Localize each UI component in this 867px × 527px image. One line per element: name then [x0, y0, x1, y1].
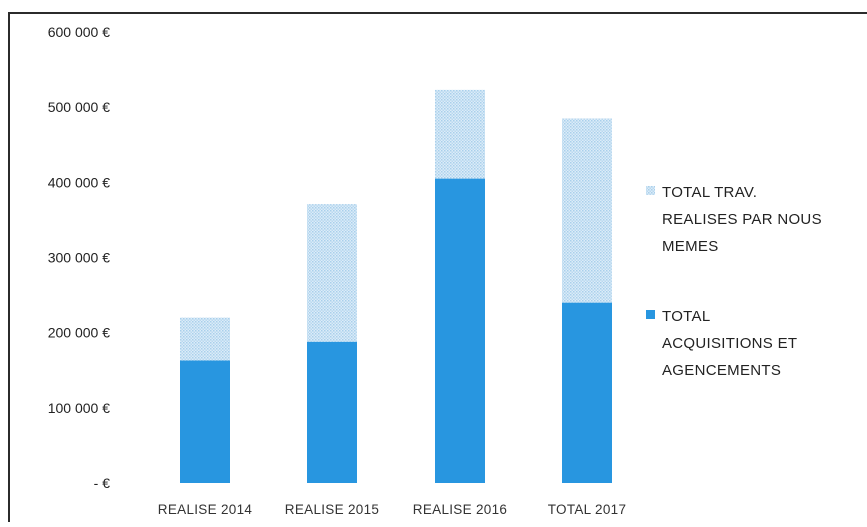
- bar-segment-acquisitions: [180, 360, 230, 483]
- legend-label: MEMES: [662, 238, 719, 255]
- x-tick-label: TOTAL 2017: [548, 502, 627, 517]
- legend-swatch: [646, 310, 655, 319]
- bars: [180, 89, 612, 483]
- y-tick-label: 100 000 €: [48, 400, 110, 416]
- y-tick-label: 300 000 €: [48, 250, 110, 266]
- bar-segment-travaux: [562, 118, 612, 303]
- y-tick-label: 600 000 €: [48, 24, 110, 40]
- bar-segment-travaux: [307, 204, 357, 342]
- bar-segment-travaux: [180, 317, 230, 361]
- x-axis: REALISE 2014 REALISE 2015 REALISE 2016 TOTA…: [158, 502, 626, 517]
- legend-label: TOTAL: [662, 308, 710, 325]
- bar-segment-acquisitions: [435, 178, 485, 483]
- legend-label: AGENCEMENTS: [662, 362, 781, 379]
- x-tick-label: REALISE 2016: [413, 502, 507, 517]
- y-tick-label: 500 000 €: [48, 99, 110, 115]
- legend: TOTAL TRAV. REALISES PAR NOUS MEMES TOTAL AC…: [646, 184, 822, 379]
- legend-swatch: [646, 186, 655, 195]
- bar-segment-acquisitions: [307, 341, 357, 483]
- x-tick-label: REALISE 2014: [158, 502, 253, 517]
- bar-segment-acquisitions: [562, 302, 612, 483]
- bar-segment-travaux: [435, 89, 485, 179]
- legend-label: REALISES PAR NOUS: [662, 211, 822, 228]
- y-tick-label: 400 000 €: [48, 174, 110, 190]
- y-axis: - € 100 000 € 200 000 € 300 000 € 400 000 € 5…: [48, 24, 111, 491]
- legend-label: ACQUISITIONS ET: [662, 335, 797, 352]
- y-tick-label: - €: [94, 475, 111, 491]
- x-tick-label: REALISE 2015: [285, 502, 379, 517]
- y-tick-label: 200 000 €: [48, 325, 110, 341]
- legend-label: TOTAL TRAV.: [662, 184, 757, 201]
